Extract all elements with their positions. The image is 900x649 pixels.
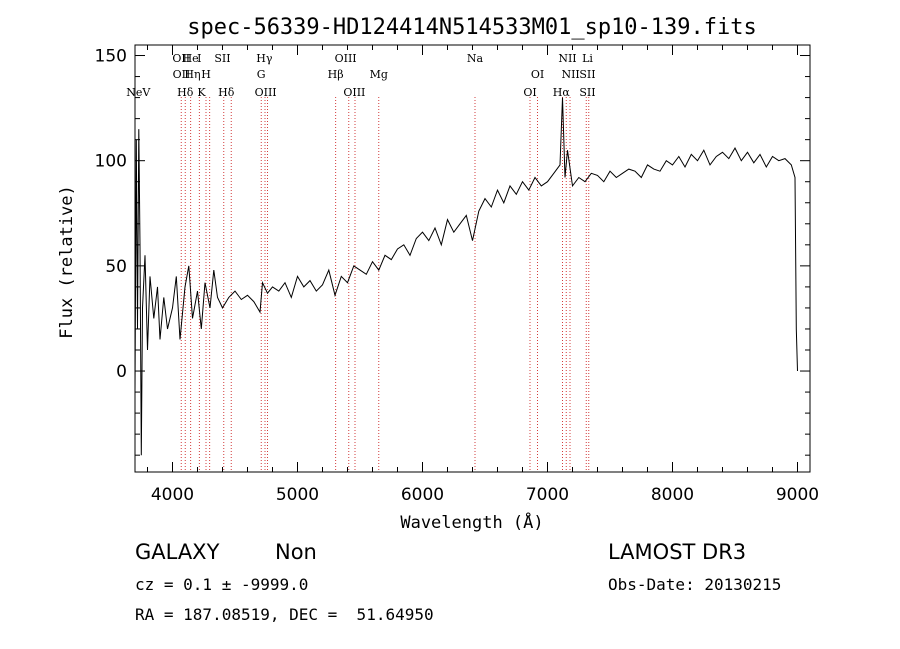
line-label: Li <box>582 52 593 65</box>
line-label: Hα <box>553 86 571 99</box>
line-label: I <box>197 52 201 65</box>
line-labels: NeV OII OII Hδ He Hη IHK SII Hδ Hγ G OIII OIII Hβ OIII… <box>126 52 595 99</box>
line-label: OI <box>531 68 544 81</box>
line-label: NeV <box>126 86 151 99</box>
line-label: NII <box>561 68 579 81</box>
x-tick-label: 4000 <box>151 485 194 505</box>
x-tick-label: 9000 <box>776 485 819 505</box>
object-subclass: Non <box>275 540 317 564</box>
line-label: OII <box>173 68 191 81</box>
x-tick-label: 6000 <box>401 485 444 505</box>
line-label: Hδ <box>177 86 194 99</box>
x-axis-label: Wavelength (Å) <box>400 511 543 533</box>
line-label: OI <box>523 86 536 99</box>
x-tick-label: 7000 <box>526 485 569 505</box>
survey-name: LAMOST DR3 <box>608 540 747 564</box>
line-markers <box>180 97 590 472</box>
line-label: Hη <box>184 68 200 81</box>
line-label: He <box>183 52 199 65</box>
chart-title: spec-56339-HD124414N514533M01_sp10-139.f… <box>187 15 757 40</box>
line-label: K <box>197 86 206 99</box>
line-label: G <box>257 68 266 81</box>
plot-frame <box>134 44 811 473</box>
y-tick-label: 100 <box>95 152 127 172</box>
spectrum-series <box>134 97 798 456</box>
line-label: OIII <box>343 86 365 99</box>
line-label: Mg <box>370 68 388 81</box>
line-label: Hγ <box>256 52 273 65</box>
line-label: OIII <box>255 86 277 99</box>
line-label: Na <box>467 52 484 65</box>
line-label: NII <box>558 52 576 65</box>
line-label: OIII <box>335 52 357 65</box>
line-label: H <box>201 68 211 81</box>
line-label: OII <box>172 52 190 65</box>
y-axis-label: Flux (relative) <box>57 185 77 339</box>
axis-ticks: 4000 5000 6000 7000 8000 9000 0 50 100 150 <box>95 45 819 505</box>
redshift-text: cz = 0.1 ± -9999.0 <box>135 575 309 594</box>
line-label: Hβ <box>328 68 344 81</box>
y-tick-label: 50 <box>105 257 127 277</box>
ra-dec: RA = 187.08519, DEC = 51.64950 <box>135 605 434 624</box>
y-tick-label: 0 <box>116 362 127 382</box>
line-label: SII <box>579 86 595 99</box>
obs-date: Obs-Date: 20130215 <box>608 575 782 594</box>
line-label: SII <box>214 52 230 65</box>
line-label: Hδ <box>218 86 235 99</box>
x-tick-label: 5000 <box>276 485 319 505</box>
x-tick-label: 8000 <box>651 485 694 505</box>
line-label: SII <box>579 68 595 81</box>
y-tick-label: 150 <box>95 47 127 67</box>
object-class: GALAXY <box>135 540 220 564</box>
